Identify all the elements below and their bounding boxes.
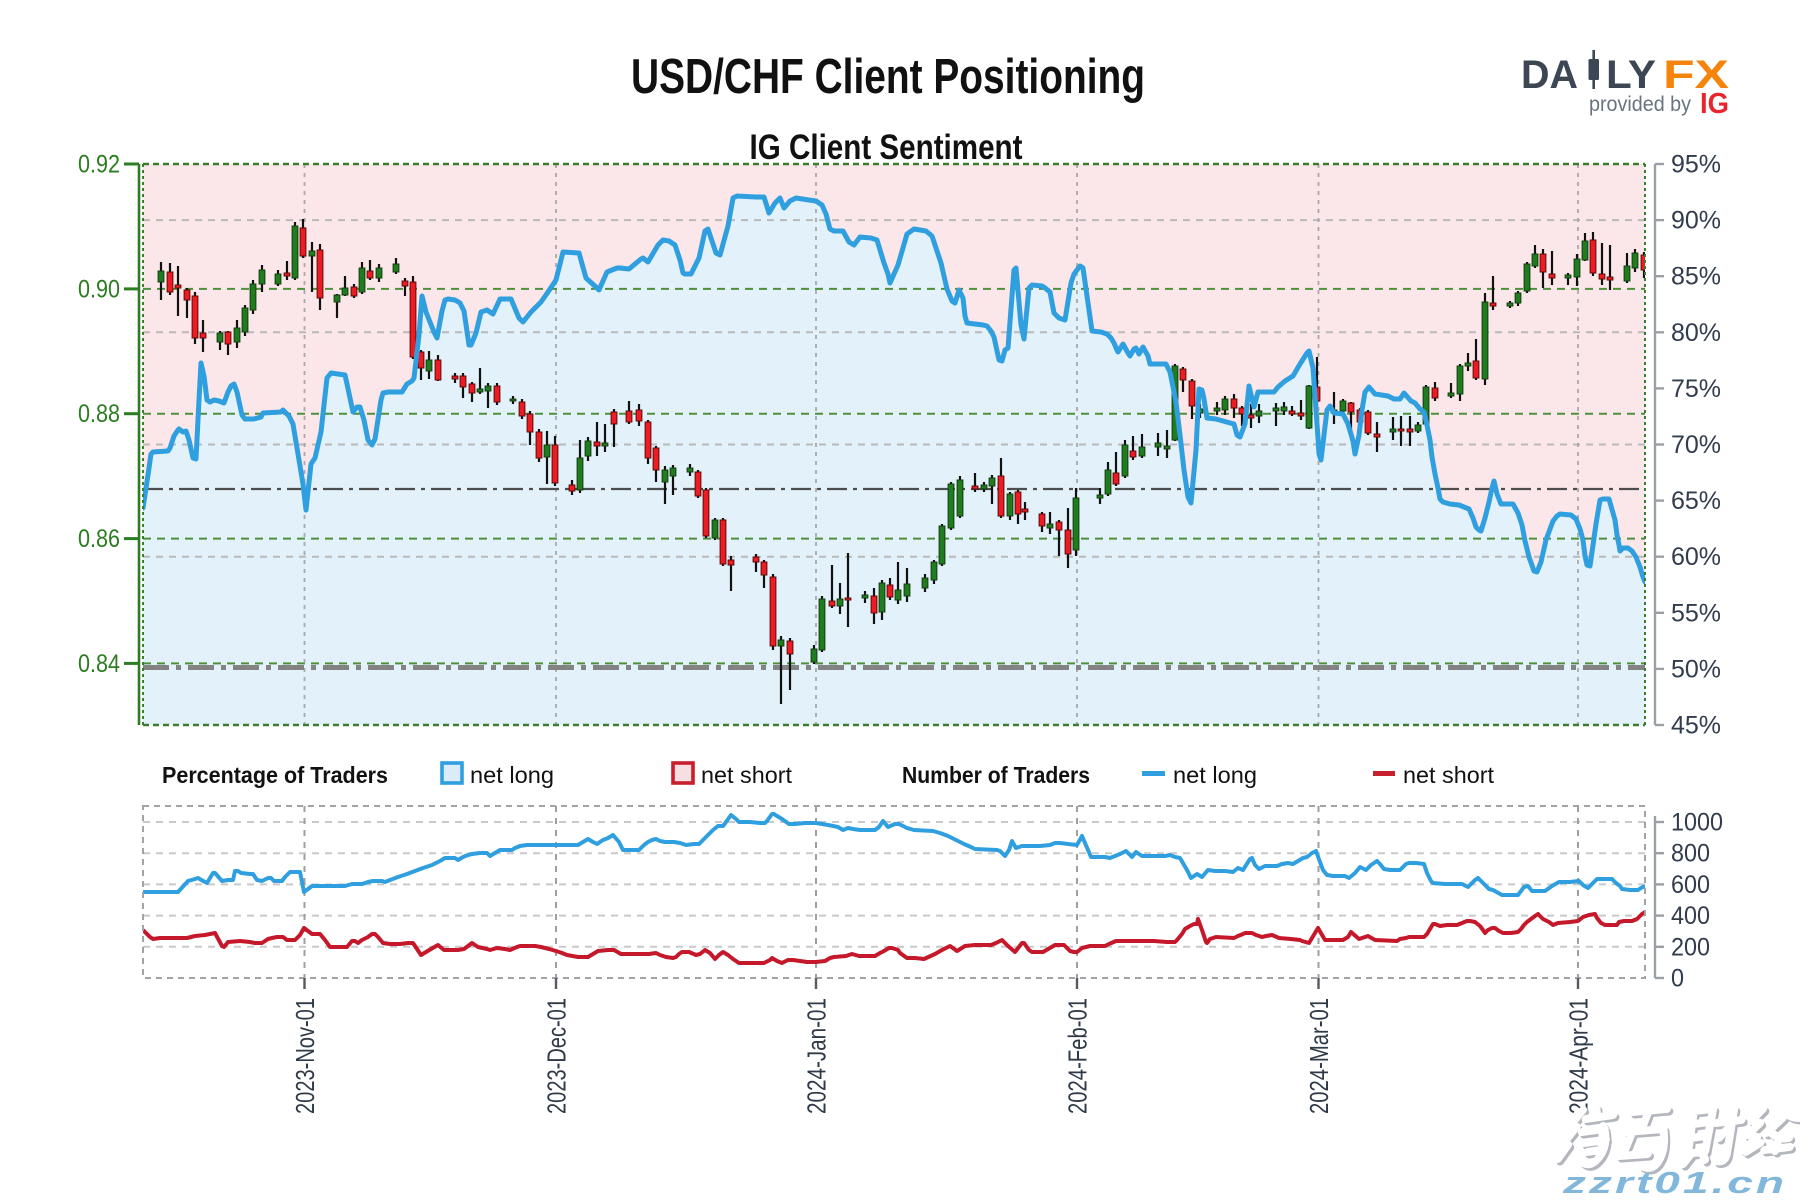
svg-text:60%: 60% (1671, 543, 1721, 571)
svg-text:55%: 55% (1671, 599, 1721, 627)
svg-text:2023-Nov-01: 2023-Nov-01 (290, 998, 320, 1114)
svg-text:net short: net short (1403, 762, 1495, 788)
svg-text:FX: FX (1663, 53, 1729, 97)
svg-text:0.92: 0.92 (78, 151, 120, 179)
svg-text:85%: 85% (1671, 263, 1721, 291)
svg-text:1000: 1000 (1671, 809, 1723, 837)
svg-text:2024-Jan-01: 2024-Jan-01 (802, 998, 832, 1114)
svg-text:DA: DA (1521, 53, 1578, 97)
svg-text:80%: 80% (1671, 319, 1721, 347)
svg-text:400: 400 (1671, 902, 1710, 930)
svg-text:net long: net long (470, 762, 554, 788)
svg-text:0.86: 0.86 (78, 525, 120, 553)
svg-text:0: 0 (1671, 965, 1684, 993)
svg-text:50%: 50% (1671, 655, 1721, 683)
svg-text:75%: 75% (1671, 375, 1721, 403)
svg-text:65%: 65% (1671, 487, 1721, 515)
svg-text:0.90: 0.90 (78, 275, 120, 303)
svg-text:2023-Dec-01: 2023-Dec-01 (542, 998, 572, 1114)
svg-text:0.88: 0.88 (78, 400, 120, 428)
svg-text:Number of Traders: Number of Traders (902, 762, 1090, 788)
svg-text:zzrt01.cn: zzrt01.cn (1562, 1165, 1787, 1200)
svg-text:2024-Feb-01: 2024-Feb-01 (1063, 998, 1093, 1114)
svg-text:90%: 90% (1671, 207, 1721, 235)
svg-text:net long: net long (1173, 762, 1257, 788)
svg-text:IG Client Sentiment: IG Client Sentiment (750, 128, 1023, 167)
svg-text:70%: 70% (1671, 431, 1721, 459)
svg-text:45%: 45% (1671, 712, 1721, 740)
svg-text:LY: LY (1606, 53, 1656, 97)
svg-text:2024-Apr-01: 2024-Apr-01 (1564, 998, 1594, 1114)
svg-text:800: 800 (1671, 840, 1710, 868)
svg-text:0.84: 0.84 (78, 650, 120, 678)
svg-text:IG: IG (1700, 88, 1729, 120)
svg-text:Percentage of Traders: Percentage of Traders (162, 762, 388, 788)
svg-text:200: 200 (1671, 933, 1710, 961)
svg-text:95%: 95% (1671, 151, 1721, 179)
svg-text:USD/CHF Client Positioning: USD/CHF Client Positioning (631, 50, 1145, 104)
svg-text:net short: net short (701, 762, 793, 788)
svg-text:600: 600 (1671, 871, 1710, 899)
svg-text:2024-Mar-01: 2024-Mar-01 (1304, 998, 1334, 1114)
svg-text:provided by: provided by (1589, 93, 1691, 116)
